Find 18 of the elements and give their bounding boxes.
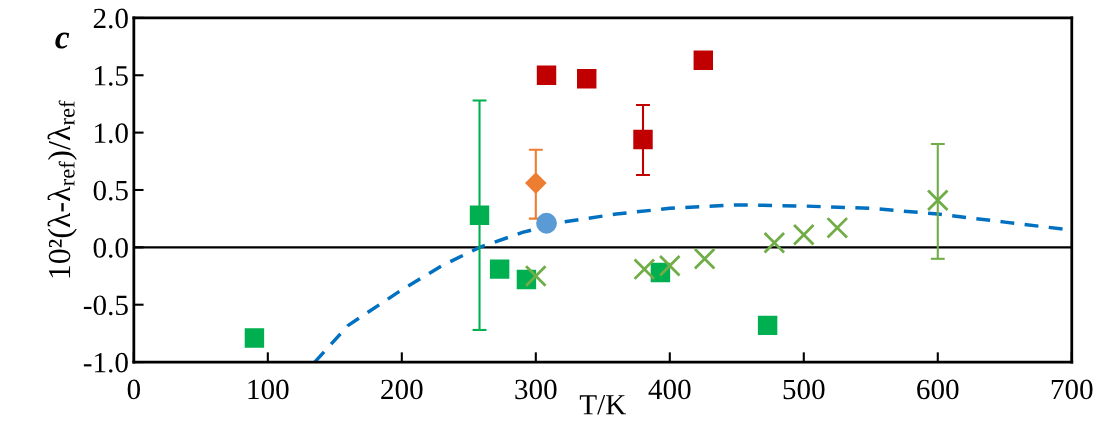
x-tick-label: 100: [248, 379, 289, 400]
text: c: [55, 32, 70, 49]
y-tick-label: 0.5: [93, 180, 128, 201]
x-tick-label: 600: [917, 379, 959, 400]
x-tick-label: 700: [1051, 379, 1093, 400]
x-tick-label: 500: [783, 379, 825, 400]
y-tick-label: 1.5: [95, 66, 128, 86]
y-tick-label: 0.0: [93, 238, 128, 258]
y-tick-label: -1.0: [83, 352, 128, 373]
y-tick-label: -0.5: [83, 295, 128, 316]
x-axis-title: T/K: [579, 395, 626, 415]
x-tick-label: 200: [381, 379, 423, 400]
y-tick-label: 1.0: [95, 123, 128, 144]
y-tick-label: 2.0: [93, 8, 128, 29]
x-tick-label: 400: [648, 379, 691, 400]
x-tick-label: 300: [515, 379, 557, 400]
y-axis-title: 10²(λ-λ$_{ref}$)/λ$_{ref}$: [47, 100, 77, 278]
x-tick-label: 0: [127, 379, 141, 400]
